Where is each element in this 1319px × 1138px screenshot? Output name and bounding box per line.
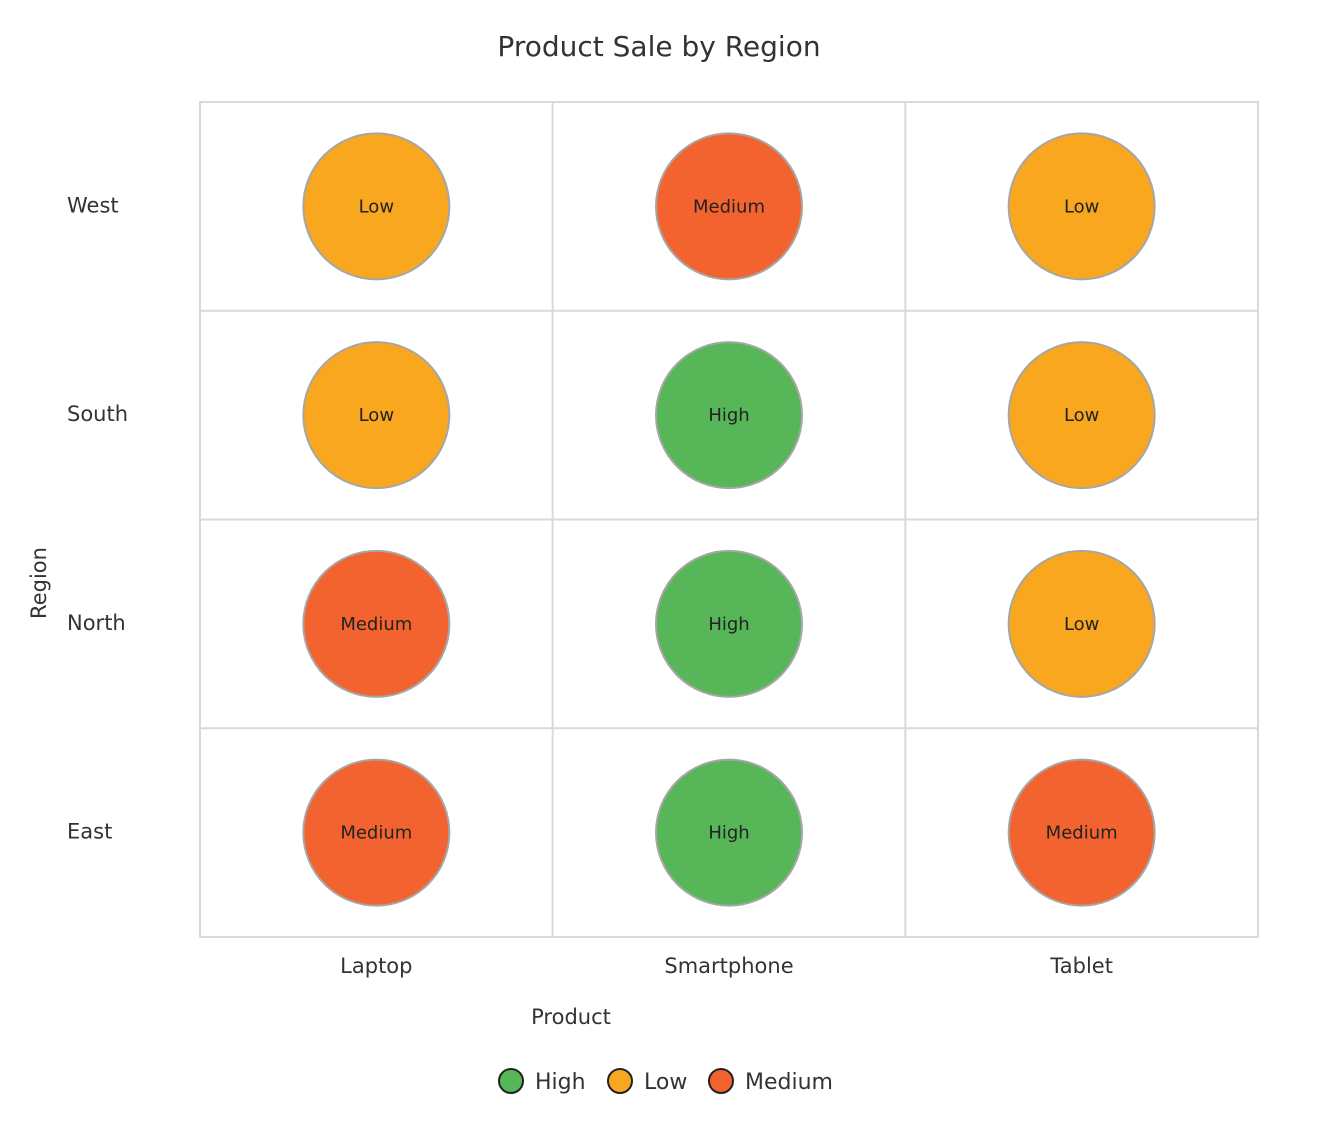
cell-label: Medium [693, 196, 765, 217]
cell-north-laptop: Medium [302, 549, 451, 698]
x-tick-label-laptop: Laptop [340, 954, 412, 978]
x-tick-label-smartphone: Smartphone [664, 954, 793, 978]
cell-east-smartphone: High [655, 758, 803, 907]
cell-circle [655, 341, 803, 490]
x-axis-title: Product [531, 1005, 611, 1029]
cell-circle [655, 132, 803, 281]
cell-circle [1007, 132, 1156, 281]
cell-circle [1007, 341, 1156, 490]
cell-west-tablet: Low [1007, 132, 1156, 281]
cell-label: Low [359, 405, 394, 426]
cell-circle [302, 758, 451, 907]
legend-marker [607, 1068, 633, 1094]
cell-south-tablet: Low [1007, 341, 1156, 490]
chart-title: Product Sale by Region [497, 30, 820, 63]
cell-north-tablet: Low [1007, 549, 1156, 698]
cell-label: Medium [340, 823, 412, 844]
legend-item-medium[interactable]: Medium [708, 1068, 833, 1095]
cell-circle [655, 549, 803, 698]
cell-label: Low [1064, 196, 1099, 217]
cell-east-laptop: Medium [302, 758, 451, 907]
legend-label: Low [644, 1070, 687, 1095]
y-tick-label-west: West [67, 193, 119, 217]
legend-label: High [535, 1070, 586, 1095]
cell-circle [302, 132, 451, 281]
cell-label: Medium [340, 614, 412, 635]
legend-layer: High Low Medium [498, 1068, 833, 1095]
cell-circle [302, 341, 451, 490]
cell-label: Medium [1046, 823, 1118, 844]
cell-label: High [708, 405, 749, 426]
cell-label: Low [359, 196, 394, 217]
cell-north-smartphone: High [655, 549, 803, 698]
x-tick-label-tablet: Tablet [1049, 954, 1113, 978]
cell-south-smartphone: High [655, 341, 803, 490]
y-tick-label-east: East [67, 820, 112, 844]
cell-label: High [708, 823, 749, 844]
cell-west-laptop: Low [302, 132, 451, 281]
y-tick-label-north: North [67, 611, 126, 635]
legend-marker [708, 1068, 734, 1094]
cell-circle [302, 549, 451, 698]
legend-item-high[interactable]: High [498, 1068, 586, 1095]
cell-circle [1007, 549, 1156, 698]
grid-layer [199, 101, 1259, 938]
cell-west-smartphone: Medium [655, 132, 803, 281]
cell-label: High [708, 614, 749, 635]
cell-label: Low [1064, 614, 1099, 635]
cell-circle [1007, 758, 1156, 907]
legend-item-low[interactable]: Low [607, 1068, 687, 1095]
cell-east-tablet: Medium [1007, 758, 1156, 907]
legend-label: Medium [745, 1070, 833, 1095]
cell-layer: Low Medium Low Low High Low Medium High Low Mediu… [302, 132, 1156, 907]
cell-circle [655, 758, 803, 907]
tick-layer: West South North East Laptop Smartphone Tablet [67, 193, 1113, 978]
y-tick-label-south: South [67, 402, 128, 426]
legend-marker [498, 1068, 524, 1094]
cell-label: Low [1064, 405, 1099, 426]
cell-south-laptop: Low [302, 341, 451, 490]
y-axis-title: Region [27, 547, 51, 619]
